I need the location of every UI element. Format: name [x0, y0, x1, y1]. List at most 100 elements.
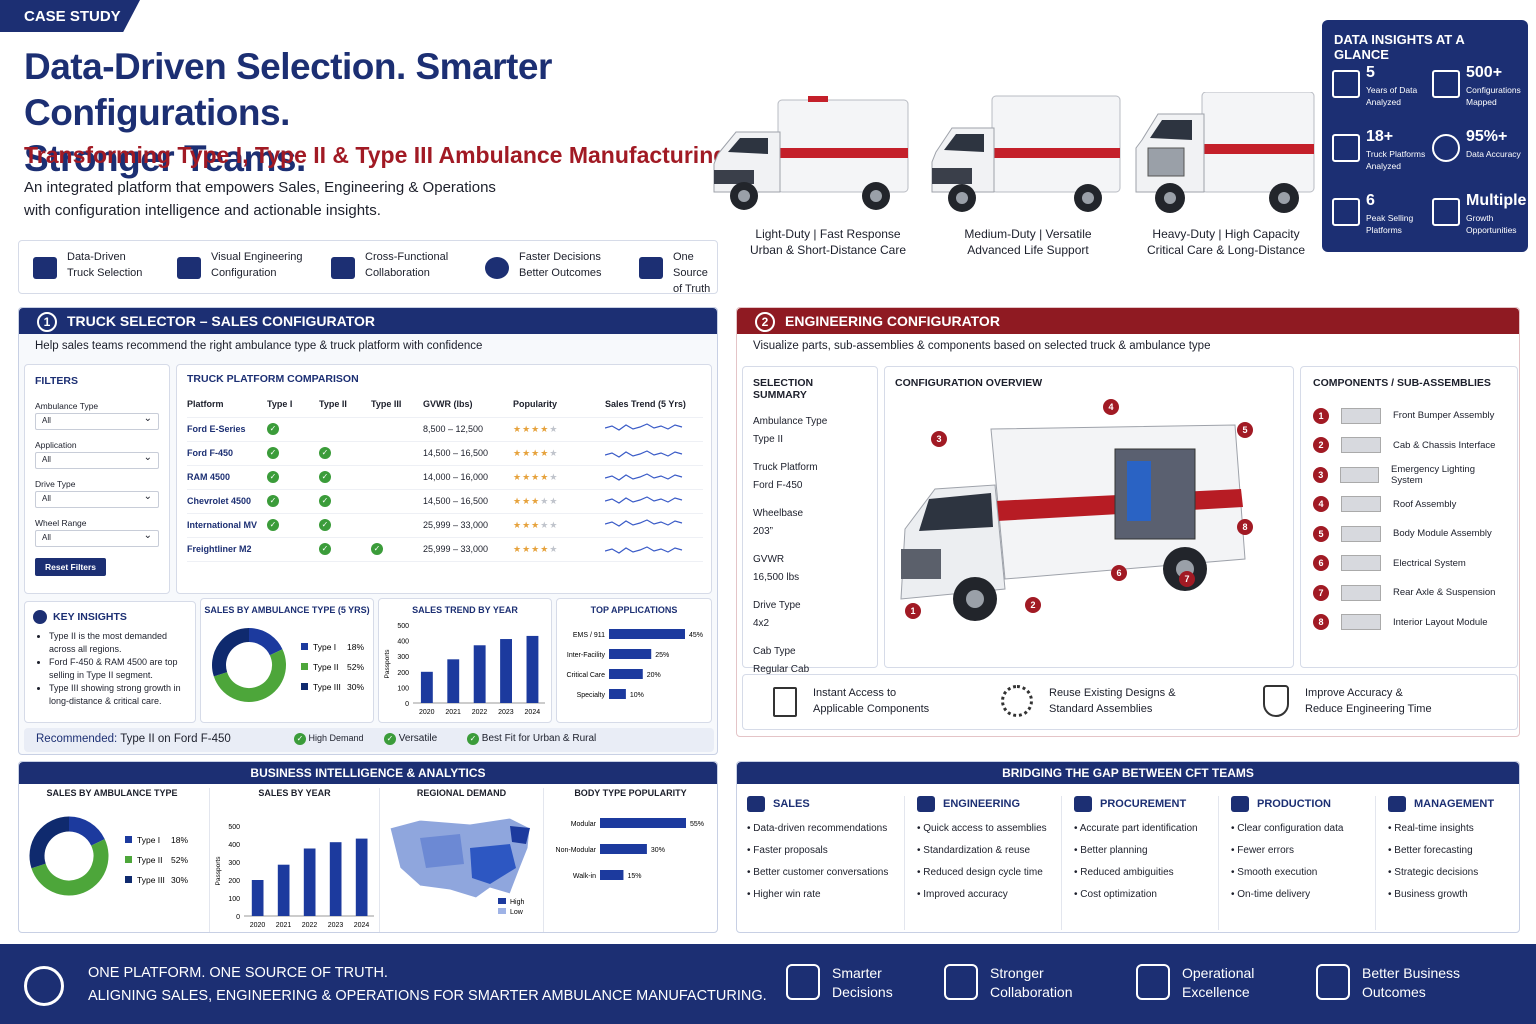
callout-2[interactable]: 2 [1025, 597, 1041, 613]
bi-body-type-popularity: BODY TYPE POPULARITY Modular 55% Non-Modul… [543, 788, 717, 932]
platform-name: Chevrolet 4500 [187, 489, 267, 514]
summary-item: Ambulance Type Type II [753, 413, 867, 449]
x-tick-label: 2021 [276, 922, 292, 928]
footer-outcome-line1: Better Business [1362, 965, 1461, 981]
wheel-range-select[interactable]: All [35, 530, 159, 547]
stat-years: 5 Years of Data Analyzed [1332, 64, 1428, 124]
column-header: Sales Trend (5 Yrs) [605, 391, 703, 418]
component-thumbnail [1341, 555, 1381, 572]
component-thumbnail [1341, 614, 1381, 631]
reset-filters-button[interactable]: Reset Filters [35, 558, 107, 576]
component-item[interactable]: 5 Body Module Assembly [1313, 519, 1505, 549]
bar [303, 848, 316, 916]
component-item[interactable]: 2 Cab & Chassis Interface [1313, 431, 1505, 461]
popularity-stars: ★★★★★ [513, 489, 605, 514]
star-icon: ★ [531, 495, 541, 506]
component-thumbnail [1341, 584, 1381, 601]
check-icon: ✓ [319, 543, 331, 555]
component-name: Cab & Chassis Interface [1393, 439, 1496, 451]
team-heading: PROCUREMENT [1074, 796, 1209, 812]
table-row[interactable]: Ford E-Series ✓ 8,500 – 12,500 ★★★★★ [187, 417, 703, 442]
list-item: Improved accuracy [917, 888, 1052, 902]
benefit-accuracy: Improve Accuracy & Reduce Engineering Tim… [1263, 685, 1432, 717]
table-row[interactable]: Ford F-450 ✓ ✓ 14,500 – 16,500 ★★★★★ [187, 441, 703, 466]
list-item: Better planning [1074, 844, 1209, 858]
table-row[interactable]: Chevrolet 4500 ✓ ✓ 14,500 – 16,500 ★★★★★ [187, 489, 703, 514]
growth-chart-icon [1316, 964, 1350, 1000]
component-item[interactable]: 3 Emergency Lighting System [1313, 460, 1505, 490]
component-item[interactable]: 6 Electrical System [1313, 549, 1505, 579]
callout-7[interactable]: 7 [1179, 571, 1195, 587]
bi-sales-by-type-donut: Type I 18% Type II 52% Type III 30% [29, 816, 188, 896]
callout-5[interactable]: 5 [1237, 422, 1253, 438]
platform-comparison-table: Platform Type I Type II Type III GVWR (lbs) P… [187, 391, 703, 562]
check-icon: ✓ [267, 423, 279, 435]
callout-1[interactable]: 1 [905, 603, 921, 619]
x-tick-label: 2021 [445, 709, 461, 716]
handshake-icon [944, 964, 978, 1000]
ambulance-type-select[interactable]: All [35, 413, 159, 430]
sales-trend-sparkline [604, 489, 703, 514]
category-label: Inter-Facility [567, 652, 606, 659]
list-item: Strategic decisions [1388, 866, 1523, 880]
people-icon [331, 257, 355, 279]
bar [420, 671, 433, 703]
team-benefits-list: Data-driven recommendations Faster propos… [747, 822, 895, 902]
check-icon: ✓ [319, 471, 331, 483]
component-name: Electrical System [1393, 557, 1466, 569]
list-item: Reduced ambiguities [1074, 866, 1209, 880]
callout-8[interactable]: 8 [1237, 519, 1253, 535]
footer-outcome: Operational Excellence [1136, 964, 1254, 1002]
check-icon: ✓ [319, 447, 331, 459]
callout-3[interactable]: 3 [931, 431, 947, 447]
star-icon: ★ [522, 495, 532, 506]
team-benefits-list: Real-time insights Better forecasting Stra… [1388, 822, 1523, 902]
check-icon: ✓ [319, 519, 331, 531]
team-name: PRODUCTION [1257, 797, 1331, 810]
column-header: Type II [319, 391, 371, 418]
team-column-management: MANAGEMENT Real-time insights Better forec… [1375, 796, 1523, 930]
component-item[interactable]: 8 Interior Layout Module [1313, 608, 1505, 638]
gvwr-cell: 25,999 – 33,000 [423, 513, 513, 538]
selection-summary-panel: SELECTION SUMMARY Ambulance Type Type II T… [742, 366, 878, 675]
component-number: 3 [1313, 466, 1329, 483]
component-item[interactable]: 4 Roof Assembly [1313, 490, 1505, 520]
type-cell: ✓ [267, 441, 319, 466]
component-thumbnail [1341, 437, 1381, 454]
bar [355, 838, 368, 916]
application-select[interactable]: All [35, 452, 159, 469]
drive-type-select[interactable]: All [35, 491, 159, 508]
component-item[interactable]: 7 Rear Axle & Suspension [1313, 578, 1505, 608]
team-heading: PRODUCTION [1231, 796, 1366, 812]
summary-label: Cab Type [753, 646, 796, 657]
team-column-sales: SALES Data-driven recommendations Faster p… [747, 796, 895, 930]
table-row[interactable]: RAM 4500 ✓ ✓ 14,000 – 16,000 ★★★★★ [187, 465, 703, 490]
callout-6[interactable]: 6 [1111, 565, 1127, 581]
callout-4[interactable]: 4 [1103, 399, 1119, 415]
legend-swatch [301, 663, 308, 670]
clipboard-icon [1332, 134, 1360, 162]
sales-trend-sparkline [604, 417, 703, 442]
sales-trend-sparkline [604, 465, 703, 490]
calendar-icon [1332, 70, 1360, 98]
summary-item: Cab Type Regular Cab [753, 643, 867, 679]
gvwr-cell: 8,500 – 12,500 [423, 417, 513, 442]
star-icon: ★ [540, 447, 550, 458]
bar [600, 844, 647, 854]
list-item: Smooth execution [1231, 866, 1366, 880]
gear-target-icon [1136, 964, 1170, 1000]
y-tick-label: 300 [228, 860, 240, 867]
sparkline [604, 473, 683, 481]
table-row[interactable]: Freightliner M2 ✓ ✓ 25,999 – 33,000 ★★★★★ [187, 537, 703, 562]
component-name: Body Module Assembly [1393, 528, 1492, 540]
star-icon: ★ [540, 471, 550, 482]
page-subtitle: Transforming Type I, Type II & Type III … [24, 142, 728, 168]
component-number: 5 [1313, 525, 1329, 542]
cft-teams-section: BRIDGING THE GAP BETWEEN CFT TEAMS SALES… [736, 761, 1520, 933]
feature-faster-decisions: Faster Decisions Better Outcomes [471, 249, 602, 287]
component-item[interactable]: 1 Front Bumper Assembly [1313, 401, 1505, 431]
table-row[interactable]: International MV ✓ ✓ 25,999 – 33,000 ★★★★★ [187, 513, 703, 538]
type-cell [371, 513, 423, 538]
star-icon: ★ [549, 471, 559, 482]
check-icon: ✓ [267, 447, 279, 459]
